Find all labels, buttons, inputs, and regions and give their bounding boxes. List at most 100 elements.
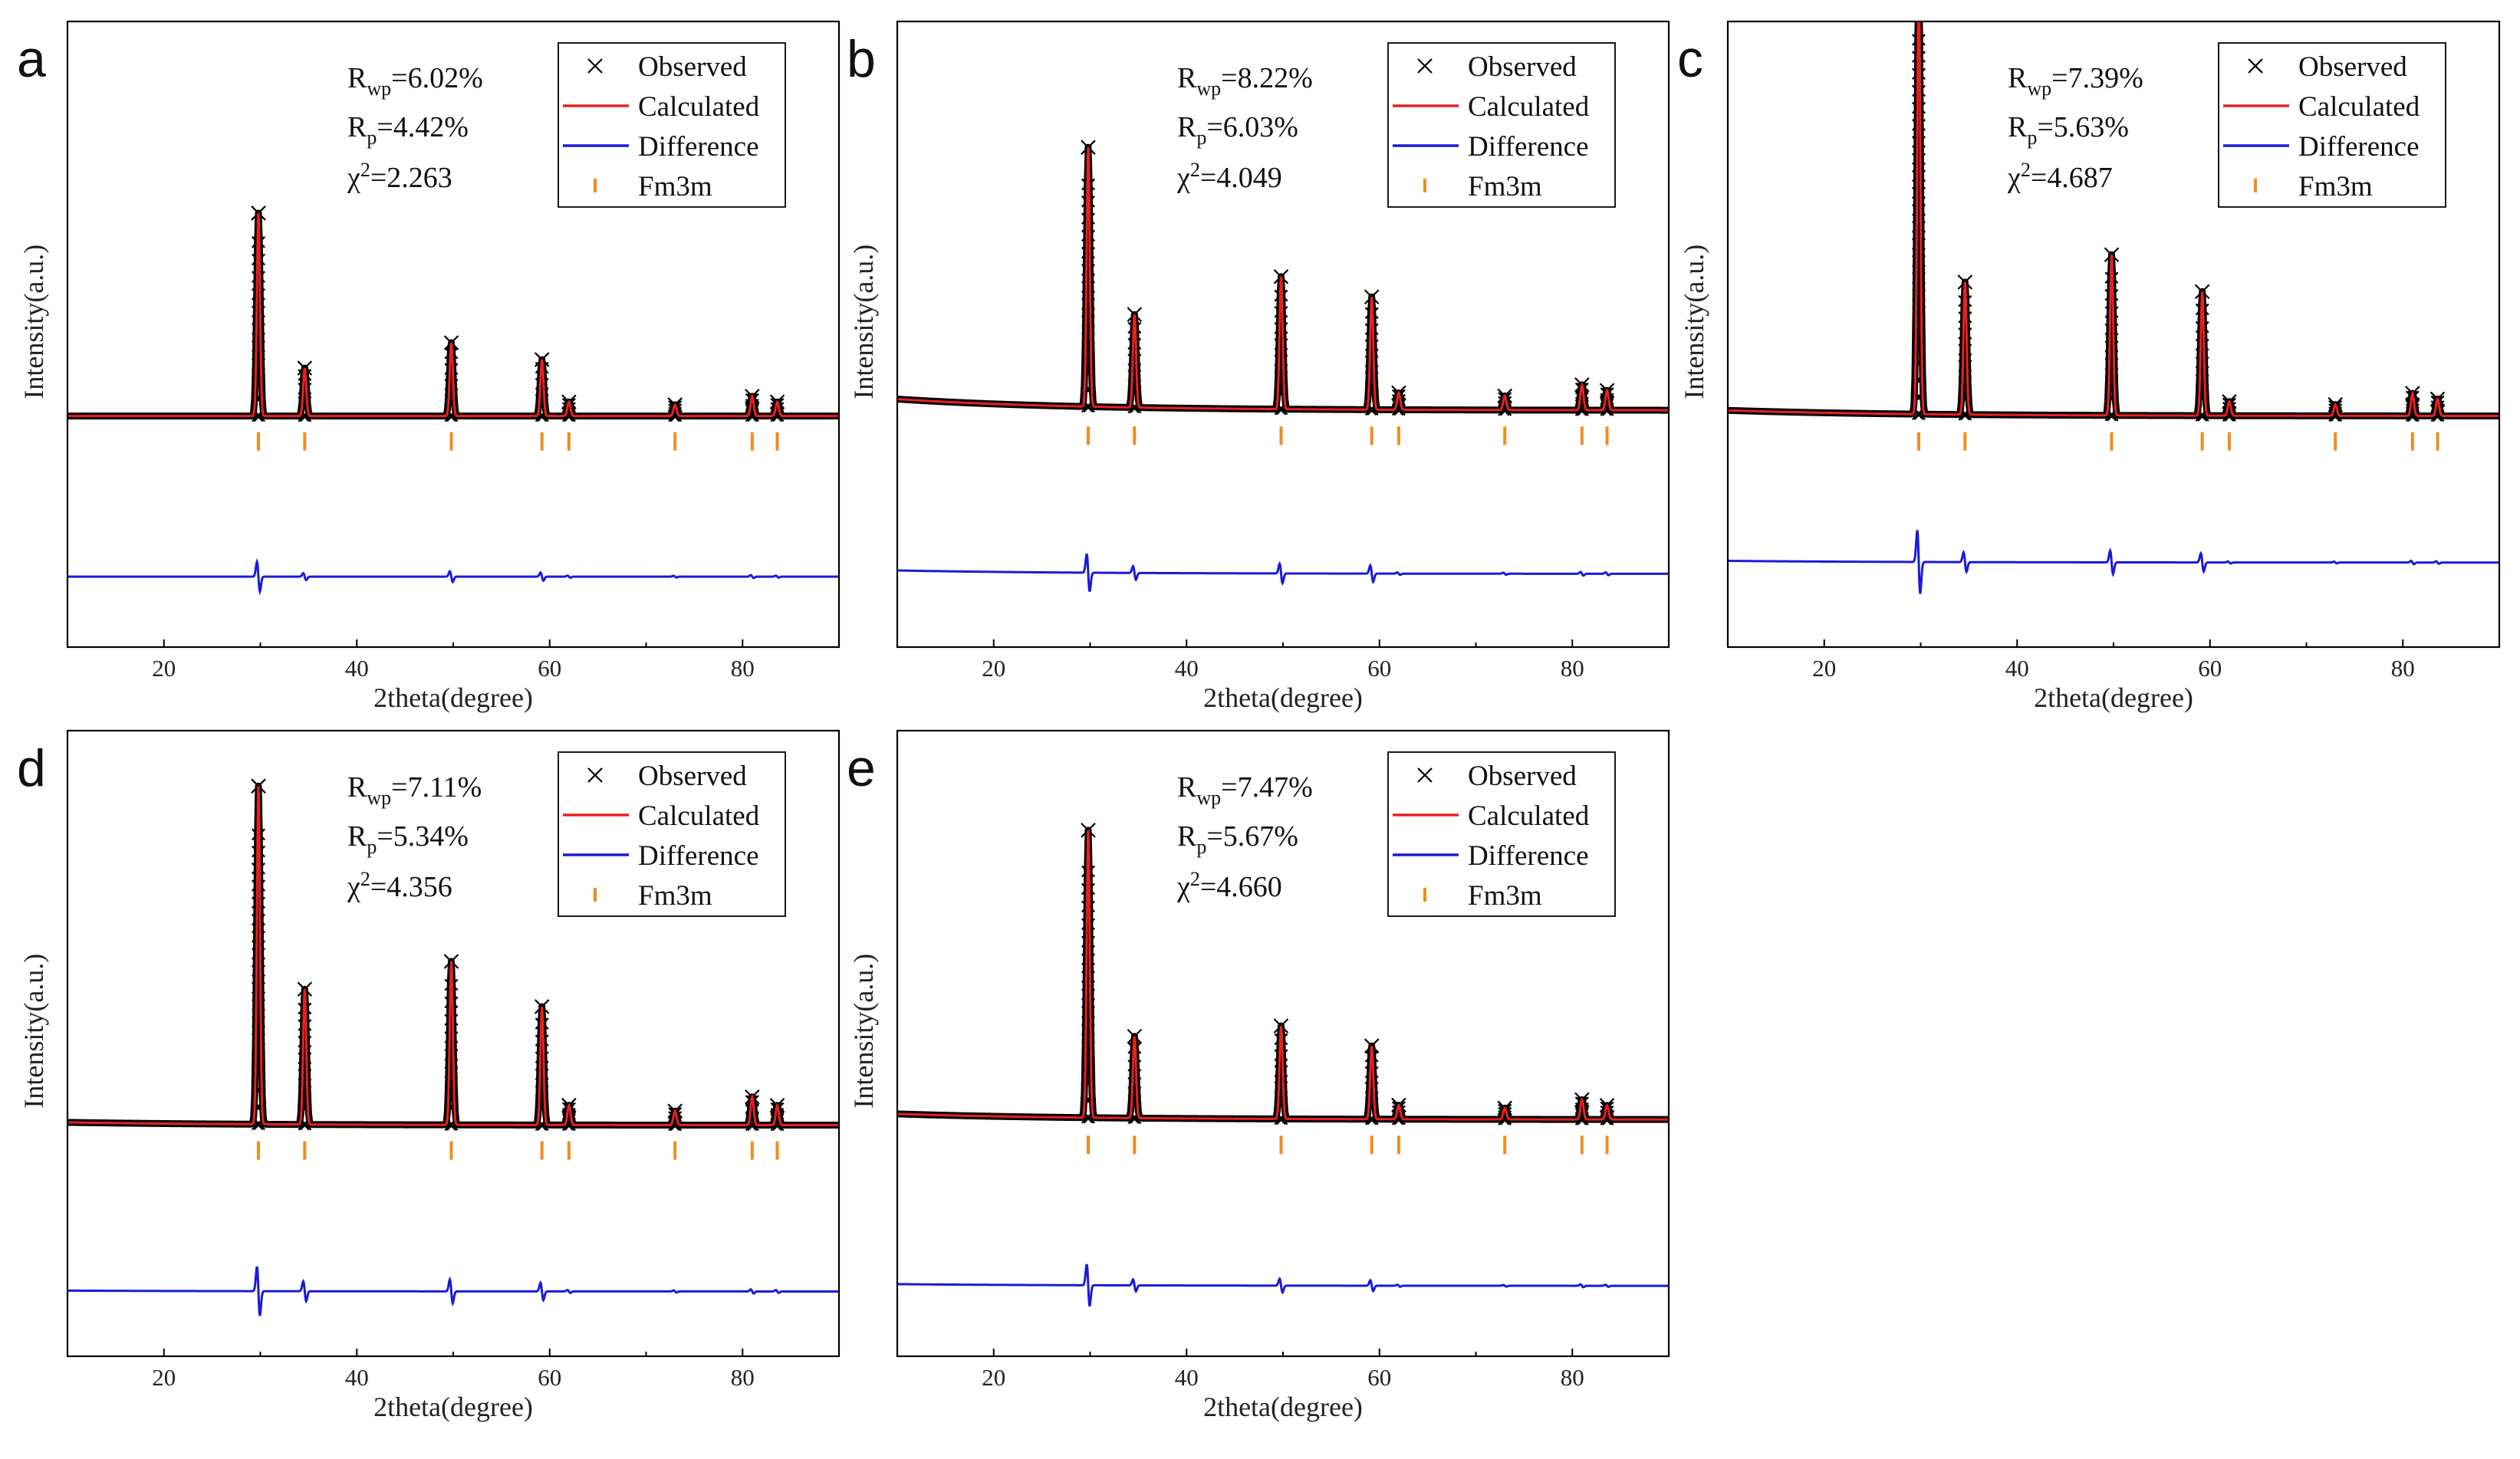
panel-a: 20 40 60 80 2theta(degree) Intensity(a.u.) a Rw… — [17, 20, 841, 713]
difference-line-d — [67, 1266, 839, 1316]
legend-observed-marker — [587, 767, 603, 783]
legend-label-observed: Observed — [1468, 761, 1577, 792]
x-tick-label: 60 — [1367, 655, 1391, 682]
legend-label-observed: Observed — [638, 51, 747, 83]
x-tick-label: 80 — [1561, 1364, 1584, 1391]
x-tick-label: 60 — [538, 1364, 561, 1391]
x-tick-label: 80 — [731, 1364, 755, 1391]
legend-observed-marker — [2248, 58, 2263, 74]
legend-label-observed: Observed — [638, 761, 747, 792]
x-tick-label: 80 — [2391, 655, 2415, 682]
x-tick-label: 40 — [1175, 1364, 1199, 1391]
calculated-line-b — [897, 147, 1669, 412]
panel-letter: c — [1677, 30, 1703, 88]
stat-rp: Rp=5.67% — [1177, 820, 1298, 858]
x-axis-title: 2theta(degree) — [373, 682, 533, 713]
legend-d: Observed Calculated Difference Fm3m — [558, 751, 786, 917]
x-axis-title: 2theta(degree) — [1203, 682, 1363, 713]
panel-c: 20 40 60 80 2theta(degree) Intensity(a.u.) c Rw… — [1677, 20, 2501, 713]
x-tick-label: 40 — [345, 1364, 369, 1391]
panel-d: 20 40 60 80 2theta(degree) Intensity(a.u.) d Rw… — [17, 729, 841, 1422]
x-tick-label: 20 — [982, 1364, 1005, 1391]
legend-label-difference: Difference — [638, 840, 759, 872]
plot-area-b — [897, 140, 1669, 592]
x-tick-label: 60 — [538, 655, 561, 682]
legend-label-phase: Fm3m — [1468, 880, 1542, 912]
legend-label-calculated: Calculated — [2298, 91, 2420, 123]
stat-rwp: Rwp=7.11% — [347, 771, 482, 809]
legend-label-difference: Difference — [638, 131, 759, 163]
x-tick-label: 20 — [1812, 655, 1836, 682]
legend-label-calculated: Calculated — [1468, 800, 1590, 832]
plot-area-a — [67, 205, 839, 596]
x-tick-label: 20 — [152, 655, 176, 682]
stat-chi2: χ2=4.049 — [1176, 159, 1282, 194]
stat-rp: Rp=5.34% — [347, 820, 469, 858]
plot-area-e — [897, 823, 1669, 1307]
x-tick-label: 40 — [345, 655, 369, 682]
x-tick-label: 60 — [2198, 655, 2222, 682]
x-tick-label: 80 — [731, 655, 755, 682]
legend-c: Observed Calculated Difference Fm3m — [2218, 42, 2446, 208]
legend-a: Observed Calculated Difference Fm3m — [558, 42, 786, 208]
x-tick-label: 60 — [1367, 1364, 1391, 1391]
legend-label-phase: Fm3m — [2298, 171, 2373, 202]
stat-chi2: χ2=4.687 — [2007, 159, 2113, 194]
difference-line-e — [897, 1263, 1669, 1307]
y-axis-title: Intensity(a.u.) — [848, 245, 879, 399]
legend-label-calculated: Calculated — [638, 800, 760, 832]
calculated-line-c — [1728, 21, 2499, 418]
legend-observed-marker — [587, 58, 603, 74]
stat-chi2: χ2=4.660 — [1176, 868, 1282, 903]
difference-line-b — [897, 553, 1669, 592]
panel-b: 20 40 60 80 2theta(degree) Intensity(a.u.) b Rw… — [847, 20, 1670, 713]
legend-label-observed: Observed — [2298, 51, 2407, 83]
legend-b: Observed Calculated Difference Fm3m — [1387, 42, 1616, 208]
y-axis-title: Intensity(a.u.) — [18, 954, 49, 1109]
x-tick-label: 20 — [982, 655, 1005, 682]
calculated-line-e — [897, 830, 1669, 1121]
x-axis-title: 2theta(degree) — [2034, 682, 2193, 713]
stat-rp: Rp=5.63% — [2008, 111, 2129, 149]
x-tick-label: 40 — [2005, 655, 2029, 682]
legend-e: Observed Calculated Difference Fm3m — [1387, 751, 1616, 917]
x-tick-label: 80 — [1561, 655, 1584, 682]
legend-label-difference: Difference — [1468, 131, 1589, 163]
stat-chi2: χ2=2.263 — [347, 159, 452, 194]
y-axis-title: Intensity(a.u.) — [848, 954, 879, 1109]
stat-rp: Rp=4.42% — [347, 111, 469, 149]
y-axis-title: Intensity(a.u.) — [1679, 245, 1709, 399]
calculated-line-d — [67, 786, 839, 1127]
legend-label-difference: Difference — [2298, 131, 2420, 163]
plot-area-c — [1728, 21, 2499, 594]
difference-line-a — [67, 557, 839, 596]
legend-label-phase: Fm3m — [638, 171, 712, 202]
y-axis-title: Intensity(a.u.) — [18, 245, 49, 399]
legend-label-phase: Fm3m — [638, 880, 712, 912]
x-axis-title: 2theta(degree) — [373, 1392, 533, 1422]
stat-chi2: χ2=4.356 — [347, 868, 452, 903]
legend-label-calculated: Calculated — [638, 91, 760, 123]
panel-e: 20 40 60 80 2theta(degree) Intensity(a.u.) e Rw… — [847, 729, 1670, 1422]
panel-letter: b — [847, 30, 876, 88]
plot-area-d — [67, 778, 839, 1316]
stat-rwp: Rwp=7.39% — [2008, 62, 2143, 100]
stat-rwp: Rwp=8.22% — [1177, 62, 1313, 100]
calculated-line-a — [67, 212, 839, 418]
legend-observed-marker — [1417, 767, 1433, 783]
legend-label-observed: Observed — [1468, 51, 1577, 83]
panel-letter: e — [847, 739, 876, 797]
x-tick-label: 40 — [1175, 655, 1199, 682]
x-tick-label: 20 — [152, 1364, 176, 1391]
legend-observed-marker — [1417, 58, 1433, 74]
legend-label-difference: Difference — [1468, 840, 1589, 872]
stat-rwp: Rwp=7.47% — [1177, 771, 1313, 809]
observed-markers-a — [251, 205, 785, 422]
stat-rp: Rp=6.03% — [1177, 111, 1298, 149]
stat-rwp: Rwp=6.02% — [347, 62, 483, 100]
x-axis-title: 2theta(degree) — [1203, 1392, 1363, 1422]
legend-label-calculated: Calculated — [1468, 91, 1590, 123]
legend-label-phase: Fm3m — [1468, 171, 1542, 202]
panel-letter: a — [17, 30, 46, 88]
